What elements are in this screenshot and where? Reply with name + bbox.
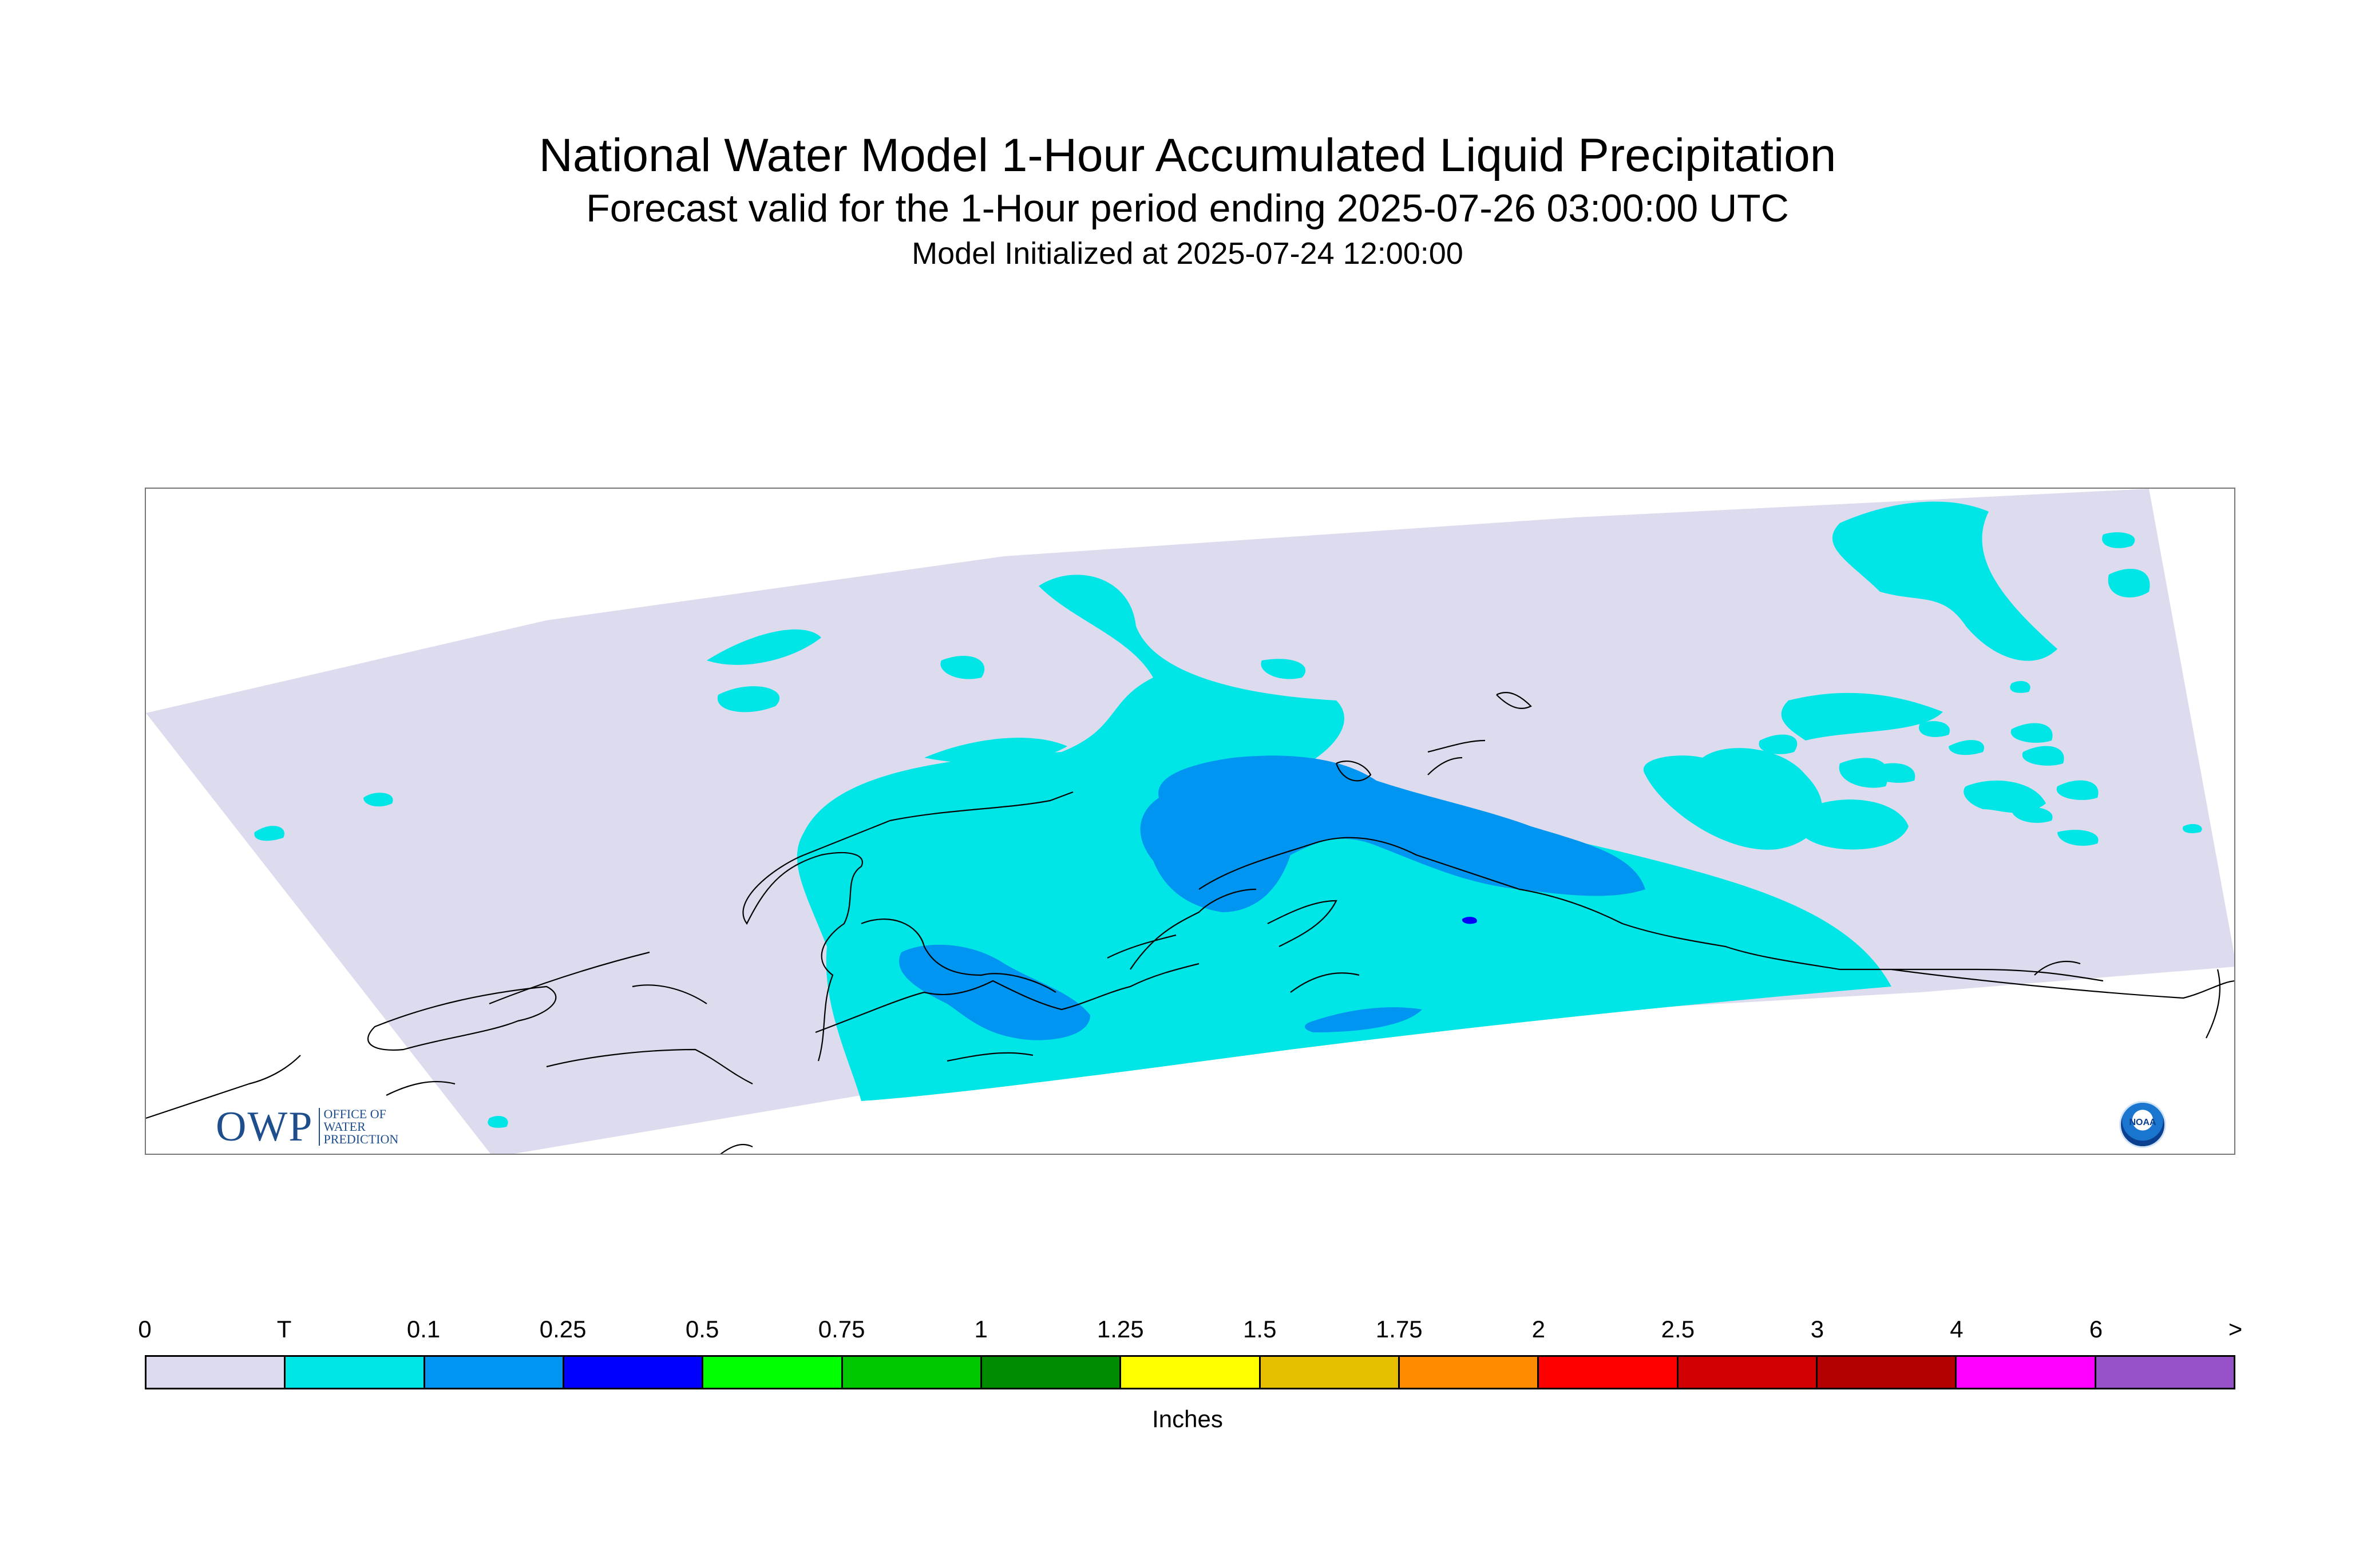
owp-tagline-line-1: OFFICE OF [323,1107,386,1121]
legend-tick-label: 1.5 [1243,1316,1277,1343]
legend-tick-label: 0.5 [685,1316,719,1343]
owp-logo-letters: OWP [216,1103,314,1150]
legend-swatch [1678,1357,1818,1388]
owp-tagline-line-2: WATER [323,1119,366,1134]
legend-units: Inches [1152,1405,1223,1432]
legend-swatch [425,1357,564,1388]
legend-tick-label: 1.75 [1375,1316,1423,1343]
legend-swatch [703,1357,843,1388]
coastlines [146,692,2234,1154]
legend-tick-label: 0.75 [818,1316,865,1343]
owp-tagline-line-3: PREDICTION [323,1132,399,1146]
legend-tick-label: 0.25 [539,1316,587,1343]
legend-swatch [981,1357,1122,1388]
legend-tick-label: 2.5 [1661,1316,1695,1343]
legend-tick-label: 1.25 [1097,1316,1144,1343]
legend-tick-label: 1 [974,1316,988,1343]
legend-swatch [564,1357,704,1388]
legend-swatch [1817,1357,1957,1388]
model-init-time: Model Initialized at 2025-07-24 12:00:00 [912,236,1463,271]
legend-tick-label: T [276,1316,292,1343]
map-title: National Water Model 1-Hour Accumulated … [539,129,1836,181]
map-canvas [146,489,2234,1154]
legend-swatch [286,1357,425,1388]
map-subtitle: Forecast valid for the 1-Hour period end… [586,187,1789,230]
legend-swatch [2096,1357,2234,1388]
legend-tick-label: 4 [1950,1316,1964,1343]
legend-swatch [1399,1357,1539,1388]
legend-tick-labels: 0 T 0.1 0.25 0.5 0.75 1 1.25 1.5 1.75 2 2.5 3 4 6 > [138,1315,2242,1349]
legend-swatch [147,1357,286,1388]
legend-swatch [1957,1357,2096,1388]
legend-tick-label: 2 [1531,1316,1546,1343]
noaa-logo-text: NOAA [2129,1118,2156,1127]
legend-tick-label: 0.1 [406,1316,441,1343]
legend-swatch [1539,1357,1679,1388]
moderate-precip-areas [1462,917,1477,924]
owp-logo-tagline: OFFICE OF WATER PREDICTION [319,1108,398,1146]
legend-tick-label: > [2228,1316,2243,1343]
noaa-logo: NOAA [2119,1101,2166,1148]
legend-color-bar [145,1355,2235,1389]
precipitation-map: OWP OFFICE OF WATER PREDICTION NOAA [145,488,2235,1155]
legend-tick-label: 0 [138,1316,152,1343]
legend-swatch [1121,1357,1261,1388]
legend-tick-label: 3 [1810,1316,1824,1343]
legend-swatch [1260,1357,1400,1388]
legend-swatch [842,1357,982,1388]
legend-tick-label: 6 [2089,1316,2103,1343]
owp-logo: OWP OFFICE OF WATER PREDICTION [216,1101,398,1153]
